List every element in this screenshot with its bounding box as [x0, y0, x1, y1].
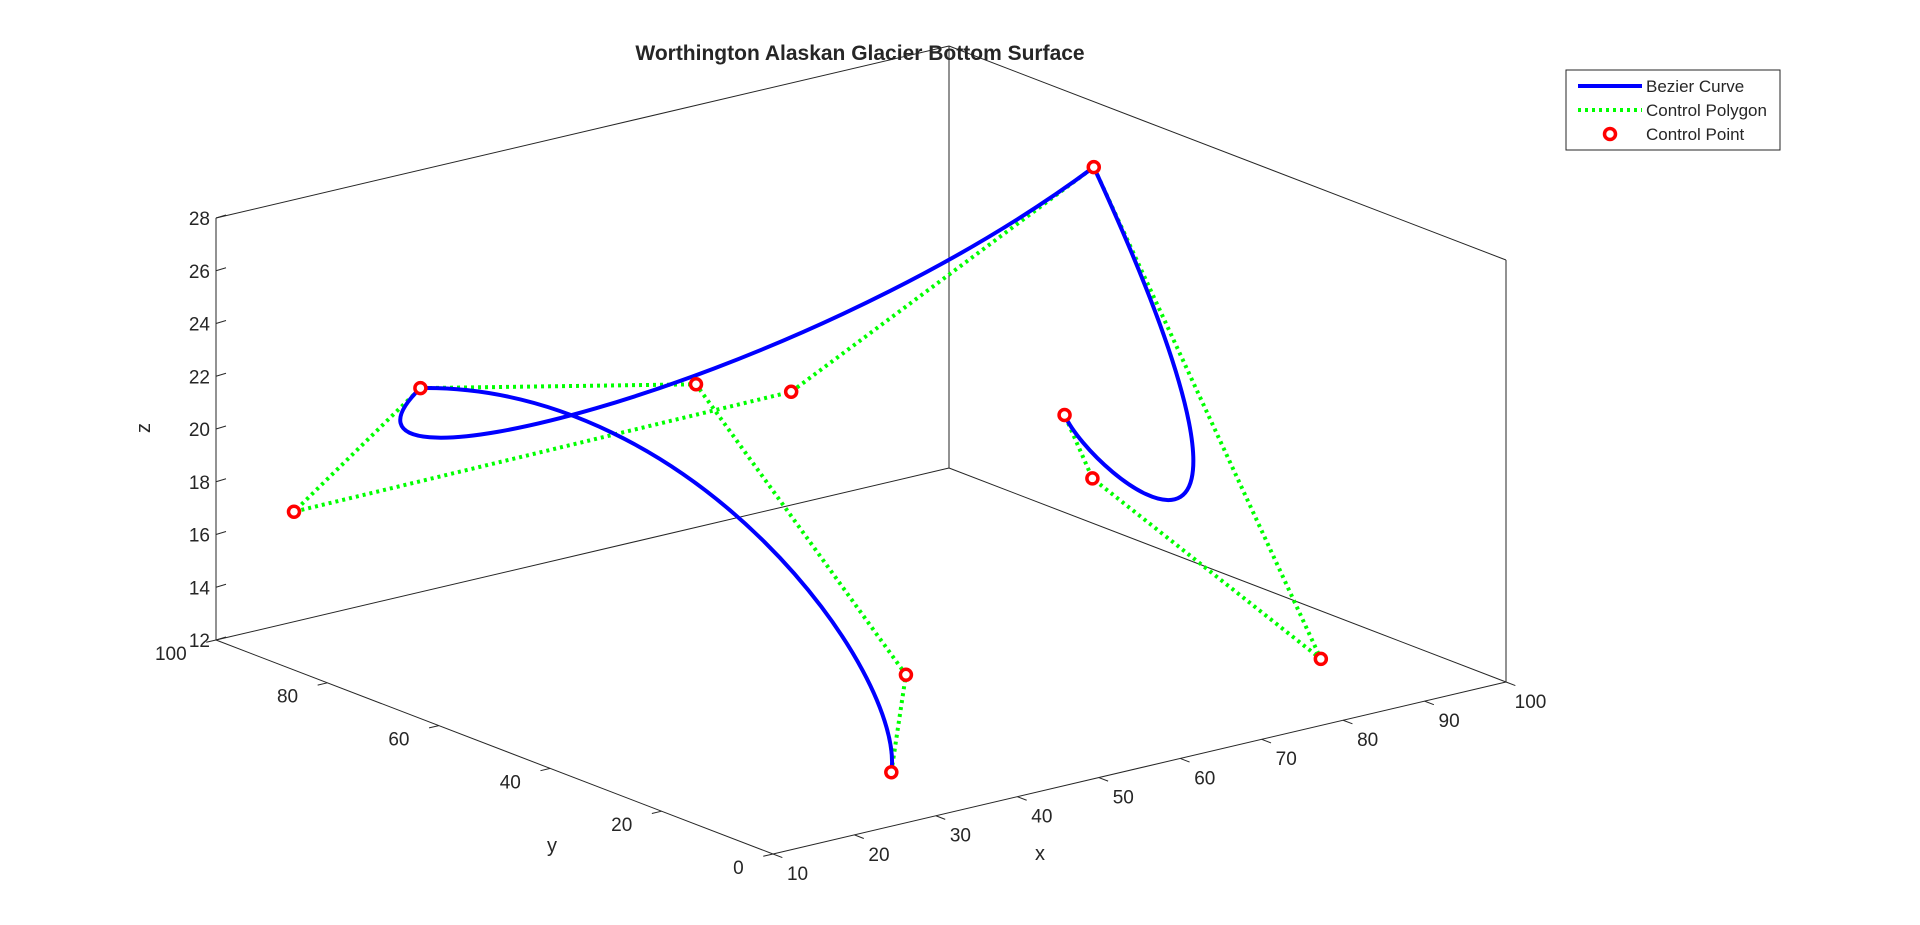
legend-label-polygon: Control Polygon — [1646, 101, 1767, 120]
x-tick-mark — [1505, 681, 1516, 687]
z-tick-mark — [215, 267, 227, 272]
x-axis-line — [772, 681, 1507, 855]
x-tick-label: 40 — [1031, 807, 1052, 828]
z-tick-mark — [215, 320, 227, 324]
z-axis-label: z — [133, 423, 155, 433]
x-tick-label: 30 — [950, 826, 971, 847]
x-tick-label: 10 — [787, 864, 808, 885]
legend-label-bezier: Bezier Curve — [1646, 77, 1744, 96]
y-tick-mark — [428, 725, 439, 729]
y-tick-mark — [206, 639, 217, 643]
z-tick-mark — [215, 214, 227, 219]
bezier-curve-series — [398, 165, 1196, 773]
x-tick-mark — [1342, 719, 1353, 725]
control-point-marker — [286, 504, 302, 519]
x-tick-label: 20 — [868, 845, 889, 866]
y-tick-label: 0 — [733, 858, 744, 879]
x-tick-mark — [935, 815, 946, 820]
z-tick-mark — [215, 583, 227, 588]
control-point-marker — [783, 384, 799, 400]
control-polygon-series — [287, 164, 1323, 773]
x-tick-label: 80 — [1357, 730, 1378, 751]
axes-back-box — [215, 45, 1507, 855]
legend: Bezier Curve Control Polygon Control Poi… — [1565, 69, 1781, 151]
y-tick-mark — [651, 810, 662, 814]
z-tick-mark — [215, 531, 227, 535]
control-polygon-line — [287, 164, 1323, 773]
x-tick-mark — [1017, 796, 1027, 801]
bezier-curve-segment — [1062, 166, 1196, 502]
z-tick-label: 14 — [189, 578, 211, 599]
y-tick-mark — [540, 767, 551, 772]
control-point-series — [286, 159, 1329, 780]
y-tick-mark — [317, 682, 328, 686]
back-floor-edge-x — [215, 467, 950, 641]
x-tick-mark — [1424, 700, 1435, 706]
y-tick-label: 20 — [611, 815, 632, 836]
bezier-curve-segment — [398, 165, 1095, 440]
z-tick-label: 20 — [189, 420, 210, 441]
x-tick-mark — [1098, 777, 1109, 782]
x-tick-mark — [854, 834, 864, 839]
x-tick-label: 50 — [1113, 787, 1134, 808]
y-tick-label: 40 — [500, 772, 521, 793]
z-tick-label: 24 — [189, 315, 211, 336]
y-axis-label: y — [547, 835, 557, 857]
control-point-marker — [413, 380, 428, 396]
z-tick-mark — [215, 636, 227, 641]
control-point-marker — [1085, 471, 1100, 486]
x-tick-mark — [1180, 757, 1190, 763]
control-point-marker — [884, 765, 899, 780]
z-tick-label: 12 — [189, 631, 210, 652]
z-tick-label: 22 — [189, 367, 210, 388]
chart-title: Worthington Alaskan Glacier Bottom Surfa… — [635, 42, 1084, 65]
control-point-marker — [1086, 159, 1102, 175]
x-axis-label: x — [1035, 843, 1045, 865]
back-top-edge-x — [215, 45, 950, 219]
control-point-marker — [1313, 651, 1329, 667]
back-top-edge-y — [948, 45, 1507, 261]
legend-marker-point — [1602, 126, 1618, 142]
x-tick-mark — [1261, 738, 1272, 744]
y-tick-label: 100 — [155, 644, 187, 665]
z-tick-label: 18 — [189, 473, 210, 494]
axis-ticks: 1020304050607080901000204060801001214161… — [155, 209, 1546, 885]
y-tick-label: 80 — [277, 687, 298, 708]
z-tick-label: 26 — [189, 262, 210, 283]
y-tick-label: 60 — [388, 730, 409, 751]
back-floor-edge-y — [948, 467, 1507, 683]
z-tick-label: 16 — [189, 526, 210, 547]
x-tick-mark — [772, 853, 783, 859]
y-axis-line — [215, 639, 774, 855]
x-tick-label: 70 — [1276, 749, 1297, 770]
x-tick-label: 90 — [1439, 711, 1460, 732]
x-tick-label: 100 — [1515, 692, 1547, 713]
z-tick-mark — [215, 372, 227, 377]
legend-label-point: Control Point — [1646, 125, 1745, 144]
x-tick-label: 60 — [1194, 768, 1215, 789]
z-tick-mark — [215, 478, 227, 483]
y-tick-mark — [763, 853, 774, 857]
z-tick-mark — [215, 425, 227, 430]
z-tick-label: 28 — [189, 209, 210, 230]
bezier-curve-segment — [420, 386, 895, 773]
control-point-marker — [898, 667, 914, 682]
control-point-marker — [688, 377, 704, 392]
control-point-marker — [1057, 407, 1072, 423]
